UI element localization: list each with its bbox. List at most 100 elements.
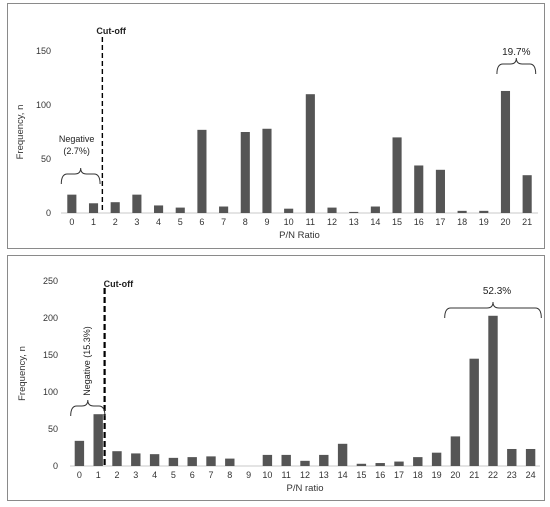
bar xyxy=(206,456,216,466)
bar xyxy=(337,443,348,466)
x-tick-label: 1 xyxy=(96,470,101,480)
x-tick-label: 22 xyxy=(488,470,498,480)
y-tick-label: 100 xyxy=(43,387,58,397)
bar xyxy=(305,94,315,213)
bar xyxy=(262,454,273,466)
bar xyxy=(488,315,498,466)
bar xyxy=(522,175,532,213)
x-tick-label: 16 xyxy=(375,470,385,480)
x-tick-label: 0 xyxy=(69,217,74,227)
x-tick-label: 14 xyxy=(338,470,348,480)
bar xyxy=(154,205,164,213)
x-tick-label: 13 xyxy=(319,470,329,480)
x-tick-label: 13 xyxy=(349,217,359,227)
x-tick-label: 12 xyxy=(327,217,337,227)
y-tick-label: 150 xyxy=(43,350,58,360)
x-tick-label: 5 xyxy=(171,470,176,480)
x-tick-label: 1 xyxy=(91,217,96,227)
positive-brace xyxy=(444,301,542,319)
x-tick-label: 16 xyxy=(414,217,424,227)
y-axis-title: Frequency, n xyxy=(15,105,26,160)
bar xyxy=(74,440,85,466)
bar xyxy=(349,211,359,213)
bar xyxy=(370,206,380,213)
y-tick-label: 200 xyxy=(43,313,58,323)
x-tick-label: 24 xyxy=(526,470,536,480)
x-tick-label: 7 xyxy=(221,217,226,227)
bar xyxy=(175,207,185,213)
top-chart-panel: 0 50 100 150 Frequency, n 0 1 2 3 4 5 6 7 8 9 10 11 12 13 1… xyxy=(7,3,545,249)
x-tick-label: 8 xyxy=(227,470,232,480)
x-tick-label: 4 xyxy=(152,470,157,480)
y-tick-label: 50 xyxy=(41,154,51,164)
y-tick-label: 50 xyxy=(48,424,58,434)
x-axis-title: P/N ratio xyxy=(287,483,324,494)
bar xyxy=(435,169,445,213)
bar xyxy=(394,461,404,466)
x-tick-label: 19 xyxy=(432,470,442,480)
x-tick-label: 8 xyxy=(243,217,248,227)
x-tick-label: 6 xyxy=(190,470,195,480)
x-tick-label: 9 xyxy=(264,217,269,227)
positive-percent-label: 52.3% xyxy=(483,286,511,297)
negative-label: Negative xyxy=(59,134,95,144)
bar xyxy=(112,451,122,466)
negative-brace xyxy=(70,399,106,417)
bar xyxy=(300,460,310,466)
bar xyxy=(507,448,517,466)
bar xyxy=(281,454,291,466)
x-tick-label: 21 xyxy=(469,470,479,480)
negative-percent-label: (2.7%) xyxy=(63,146,90,156)
bar xyxy=(240,132,250,213)
x-tick-label: 21 xyxy=(522,217,532,227)
x-tick-label: 7 xyxy=(208,470,213,480)
bar xyxy=(392,137,402,213)
x-tick-label: 15 xyxy=(392,217,402,227)
bar xyxy=(284,208,294,213)
x-tick-label: 20 xyxy=(500,217,510,227)
bar xyxy=(67,194,77,213)
bottom-chart-panel: 0 50 100 150 200 250 Frequency, n 0 1 2 3 4 5 6 7 8 9 10 1… xyxy=(7,255,545,501)
bar xyxy=(327,207,337,213)
bar xyxy=(110,202,120,213)
bar xyxy=(469,358,479,466)
y-tick-label: 100 xyxy=(36,100,51,110)
cutoff-label: Cut-off xyxy=(96,26,126,36)
bar xyxy=(93,414,103,466)
bar xyxy=(187,457,197,466)
x-tick-label: 6 xyxy=(199,217,204,227)
x-tick-label: 5 xyxy=(178,217,183,227)
x-tick-label: 14 xyxy=(370,217,380,227)
bar xyxy=(500,90,511,213)
cutoff-label: Cut-off xyxy=(104,279,134,289)
x-axis-title: P/N Ratio xyxy=(279,230,320,241)
bar xyxy=(450,436,461,466)
negative-label: Negative (15.3%) xyxy=(82,326,92,396)
bar xyxy=(225,458,235,466)
y-tick-label: 150 xyxy=(36,46,51,56)
x-tick-label: 11 xyxy=(306,217,315,227)
x-tick-label: 3 xyxy=(134,217,139,227)
bar xyxy=(88,203,99,213)
bar xyxy=(132,194,142,213)
bar xyxy=(479,210,489,213)
x-tick-label: 9 xyxy=(246,470,251,480)
x-tick-label: 4 xyxy=(156,217,161,227)
x-tick-label: 15 xyxy=(356,470,366,480)
bar xyxy=(262,128,272,213)
x-tick-label: 10 xyxy=(262,470,272,480)
bar xyxy=(414,165,424,213)
bar xyxy=(131,453,141,466)
x-tick-label: 20 xyxy=(450,470,460,480)
x-tick-label: 11 xyxy=(282,470,291,480)
bar xyxy=(219,206,229,213)
y-axis-title: Frequency, n xyxy=(17,346,28,401)
x-tick-label: 2 xyxy=(114,470,119,480)
x-tick-label: 12 xyxy=(300,470,310,480)
x-tick-label: 19 xyxy=(479,217,489,227)
bar xyxy=(525,448,536,466)
bar xyxy=(319,454,329,466)
x-tick-label: 23 xyxy=(507,470,517,480)
